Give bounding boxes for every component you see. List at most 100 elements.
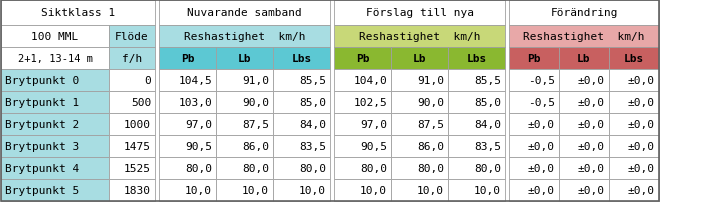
Bar (448, 70, 505, 92)
Text: 1000: 1000 (124, 119, 151, 129)
Bar (559, 92, 609, 113)
Text: ±0,0: ±0,0 (528, 141, 555, 151)
Bar (559, 135, 609, 157)
Text: 83,5: 83,5 (299, 141, 326, 151)
Text: 80,0: 80,0 (185, 163, 212, 173)
Text: Pb: Pb (527, 54, 541, 64)
Bar (334, 179, 391, 201)
Text: Pb: Pb (355, 54, 369, 64)
Text: 90,5: 90,5 (360, 141, 387, 151)
Bar (109, 113, 155, 135)
Bar (391, 48, 448, 70)
Bar (448, 113, 505, 135)
Text: ±0,0: ±0,0 (578, 185, 605, 195)
Text: Lbs: Lbs (466, 54, 487, 64)
Bar (1, 1, 155, 26)
Text: Brytpunkt 5: Brytpunkt 5 (5, 185, 79, 195)
Text: ±0,0: ±0,0 (528, 119, 555, 129)
Text: 97,0: 97,0 (360, 119, 387, 129)
Bar (216, 92, 273, 113)
Bar (273, 157, 330, 179)
Text: Brytpunkt 1: Brytpunkt 1 (5, 98, 79, 108)
Bar (1, 26, 109, 48)
Text: ±0,0: ±0,0 (628, 185, 655, 195)
Bar (509, 157, 559, 179)
Bar (273, 92, 330, 113)
Bar (159, 135, 216, 157)
Bar (159, 26, 330, 48)
Text: Förändring: Förändring (550, 8, 618, 18)
Bar (509, 1, 659, 26)
Bar (159, 113, 216, 135)
Text: 500: 500 (131, 98, 151, 108)
Bar (109, 135, 155, 157)
Text: Reshastighet  km/h: Reshastighet km/h (523, 32, 645, 42)
Bar (1, 92, 109, 113)
Text: 91,0: 91,0 (417, 76, 444, 86)
Bar (334, 26, 505, 48)
Text: 102,5: 102,5 (353, 98, 387, 108)
Text: 86,0: 86,0 (417, 141, 444, 151)
Text: 84,0: 84,0 (474, 119, 501, 129)
Text: Lb: Lb (413, 54, 426, 64)
Bar (448, 135, 505, 157)
Text: 85,0: 85,0 (299, 98, 326, 108)
Bar (159, 48, 216, 70)
Text: 90,5: 90,5 (185, 141, 212, 151)
Bar (273, 179, 330, 201)
Bar (216, 70, 273, 92)
Text: ±0,0: ±0,0 (578, 119, 605, 129)
Bar (1, 70, 109, 92)
Bar (1, 157, 109, 179)
Text: 10,0: 10,0 (417, 185, 444, 195)
Bar (109, 92, 155, 113)
Bar (509, 26, 659, 48)
Bar (509, 113, 559, 135)
Bar (391, 92, 448, 113)
Text: 83,5: 83,5 (474, 141, 501, 151)
Bar (273, 113, 330, 135)
Bar (109, 157, 155, 179)
Bar (334, 1, 505, 26)
Bar (159, 70, 216, 92)
Text: ±0,0: ±0,0 (628, 141, 655, 151)
Text: 90,0: 90,0 (242, 98, 269, 108)
Text: ±0,0: ±0,0 (578, 163, 605, 173)
Bar (273, 48, 330, 70)
Bar (391, 179, 448, 201)
Text: Brytpunkt 3: Brytpunkt 3 (5, 141, 79, 151)
Bar (609, 92, 659, 113)
Bar (609, 70, 659, 92)
Bar (216, 135, 273, 157)
Bar (559, 179, 609, 201)
Bar (391, 157, 448, 179)
Bar (509, 48, 559, 70)
Bar (559, 48, 609, 70)
Text: 80,0: 80,0 (417, 163, 444, 173)
Text: 85,5: 85,5 (299, 76, 326, 86)
Text: Flöde: Flöde (115, 32, 149, 42)
Text: 86,0: 86,0 (242, 141, 269, 151)
Bar (273, 135, 330, 157)
Text: ±0,0: ±0,0 (528, 185, 555, 195)
Text: 10,0: 10,0 (360, 185, 387, 195)
Bar (216, 113, 273, 135)
Bar (609, 179, 659, 201)
Bar (334, 113, 391, 135)
Text: Brytpunkt 0: Brytpunkt 0 (5, 76, 79, 86)
Text: 104,0: 104,0 (353, 76, 387, 86)
Text: ±0,0: ±0,0 (628, 98, 655, 108)
Text: 2+1, 13-14 m: 2+1, 13-14 m (17, 54, 93, 64)
Text: Pb: Pb (181, 54, 194, 64)
Bar (334, 135, 391, 157)
Text: f/h: f/h (122, 54, 142, 64)
Bar (109, 70, 155, 92)
Bar (334, 48, 391, 70)
Text: ±0,0: ±0,0 (528, 163, 555, 173)
Bar (448, 157, 505, 179)
Bar (609, 48, 659, 70)
Bar (559, 157, 609, 179)
Text: ±0,0: ±0,0 (578, 141, 605, 151)
Text: Nuvarande samband: Nuvarande samband (187, 8, 302, 18)
Bar (216, 179, 273, 201)
